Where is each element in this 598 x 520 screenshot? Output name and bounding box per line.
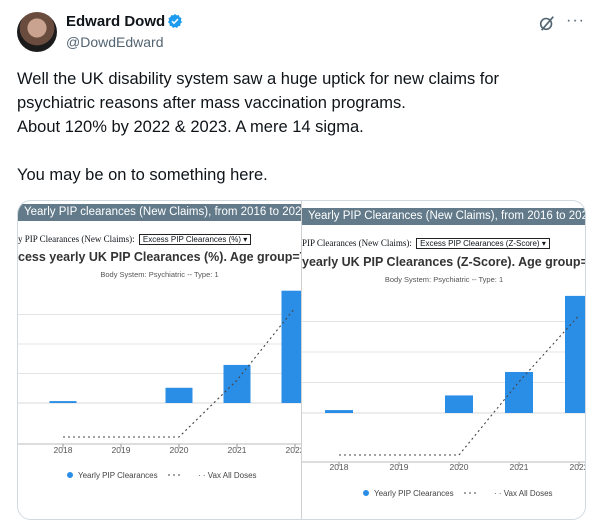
legend-marker xyxy=(363,490,369,496)
bar xyxy=(565,295,585,413)
metric-select[interactable]: Excess PIP Clearances (Z-Score) ▾ xyxy=(416,238,550,249)
x-tick-label: 2021 xyxy=(510,462,529,472)
bar xyxy=(223,364,251,403)
selector-row: PIP Clearances (New Claims): Excess PIP … xyxy=(302,238,585,249)
chart-heading: yearly UK PIP Clearances (Z-Score). Age … xyxy=(302,255,586,269)
legend-marker xyxy=(67,472,73,478)
line-series-vax xyxy=(63,307,296,438)
x-tick-label: 2020 xyxy=(450,462,469,472)
chevron-down-icon: ▾ xyxy=(243,235,248,244)
legend-label: Yearly PIP Clearances xyxy=(78,471,158,480)
x-tick-label: 2018 xyxy=(54,445,73,455)
body-system-label: Body System: Psychiatric -- Type: 1 xyxy=(100,270,219,279)
chart-heading: cess yearly UK PIP Clearances (%). Age g… xyxy=(18,250,301,264)
selector-label: y PIP Clearances (New Claims): xyxy=(18,234,135,244)
line-series-vax xyxy=(339,315,580,456)
x-tick-label: 2019 xyxy=(390,462,409,472)
bar xyxy=(445,395,473,413)
chart-svg: 2018 2019 2020 2021 2022 Yearly PIP Clearance… xyxy=(302,295,586,498)
chart-svg: 2018 2019 2020 2021 2022 Yearly PIP Clearance… xyxy=(18,290,301,480)
chart-panel-left[interactable]: Yearly PIP clearances (New Claims), from… xyxy=(18,201,301,519)
legend-label: · · Vax All Doses xyxy=(494,489,553,498)
metric-select[interactable]: Excess PIP Clearances (%) ▾ xyxy=(138,234,252,245)
x-tick-label: 2019 xyxy=(112,445,131,455)
metric-select-value: Excess PIP Clearances (%) xyxy=(142,235,241,244)
bar xyxy=(505,372,533,413)
chevron-down-icon: ▾ xyxy=(541,239,546,248)
author-handle[interactable]: @DowdEdward xyxy=(66,34,164,50)
selector-label: PIP Clearances (New Claims): xyxy=(302,238,412,248)
metric-select-value: Excess PIP Clearances (Z-Score) xyxy=(420,239,540,248)
author-name[interactable]: Edward Dowd xyxy=(66,13,166,30)
verified-badge-icon xyxy=(168,14,182,28)
x-tick-label: 2022 xyxy=(286,445,301,455)
panel-title: Yearly PIP clearances (New Claims), from… xyxy=(18,204,301,221)
bar xyxy=(165,387,193,403)
bar xyxy=(325,410,353,413)
x-tick-label: 2018 xyxy=(330,462,349,472)
grok-icon[interactable] xyxy=(538,14,556,32)
bar xyxy=(49,401,77,403)
chart-panel-right[interactable]: Yearly PIP Clearances (New Claims), from… xyxy=(301,201,586,519)
x-tick-label: 2022 xyxy=(570,462,586,472)
legend-label: Yearly PIP Clearances xyxy=(374,489,454,498)
body-system-label: Body System: Psychiatric -- Type: 1 xyxy=(384,275,504,284)
legend-label: · · Vax All Doses xyxy=(198,471,257,480)
tweet-text: Well the UK disability system saw a huge… xyxy=(17,70,500,184)
more-icon[interactable]: ··· xyxy=(566,12,585,29)
x-tick-label: 2020 xyxy=(170,445,189,455)
avatar[interactable] xyxy=(17,12,57,52)
x-tick-label: 2021 xyxy=(228,445,247,455)
bar xyxy=(281,290,301,403)
panel-title: Yearly PIP Clearances (New Claims), from… xyxy=(302,208,585,225)
selector-row: y PIP Clearances (New Claims): Excess PI… xyxy=(18,234,301,245)
tweet-media[interactable]: Yearly PIP clearances (New Claims), from… xyxy=(17,200,586,520)
